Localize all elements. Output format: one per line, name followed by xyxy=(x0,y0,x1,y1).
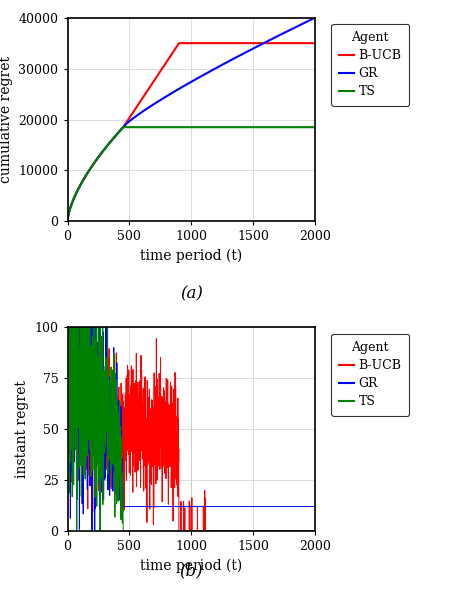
Y-axis label: cumulative regret: cumulative regret xyxy=(0,56,13,183)
Legend: B-UCB, GR, TS: B-UCB, GR, TS xyxy=(331,24,409,106)
Legend: B-UCB, GR, TS: B-UCB, GR, TS xyxy=(331,333,409,415)
X-axis label: time period (t): time period (t) xyxy=(140,249,243,263)
X-axis label: time period (t): time period (t) xyxy=(140,559,243,573)
Text: (a): (a) xyxy=(180,285,202,302)
Y-axis label: instant regret: instant regret xyxy=(15,380,29,478)
Text: (b): (b) xyxy=(180,562,203,579)
